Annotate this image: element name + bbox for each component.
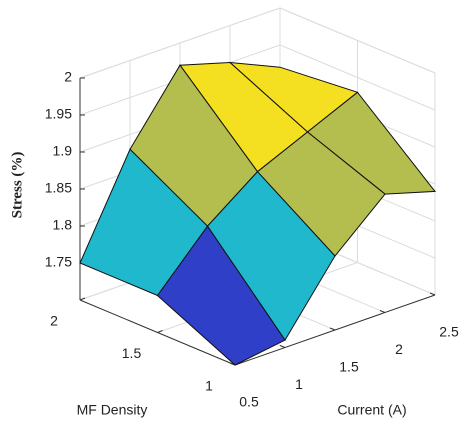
x-axis-label: Current (A)	[337, 402, 406, 418]
x-tick	[329, 327, 336, 331]
z-axis-label: Stress (%)	[9, 152, 25, 219]
x-tick-label: 1	[295, 376, 303, 392]
x-tick	[379, 310, 386, 313]
z-tick-label: 1.8	[53, 217, 73, 233]
y-tick-label: 2	[50, 313, 58, 329]
x-tick	[279, 345, 286, 348]
y-tick	[157, 330, 163, 333]
x-tick-label: 2	[395, 341, 403, 357]
surface-face	[156, 225, 286, 366]
z-tick-label: 1.85	[45, 180, 72, 196]
z-tick-label: 1.9	[53, 143, 73, 159]
x-tick-label: 2.5	[439, 324, 459, 340]
z-tick-label: 2	[64, 69, 72, 85]
x-tick-label: 1.5	[339, 359, 359, 375]
y-axis-label: MF Density	[77, 402, 148, 418]
y-tick-label: 1	[205, 378, 213, 394]
y-tick-label: 1.5	[122, 345, 142, 361]
x-tick	[429, 292, 436, 296]
x-tick-label: 0.5	[239, 394, 259, 410]
y-tick	[79, 297, 86, 301]
z-tick-label: 1.95	[45, 106, 72, 122]
z-tick-label: 1.75	[45, 254, 72, 270]
